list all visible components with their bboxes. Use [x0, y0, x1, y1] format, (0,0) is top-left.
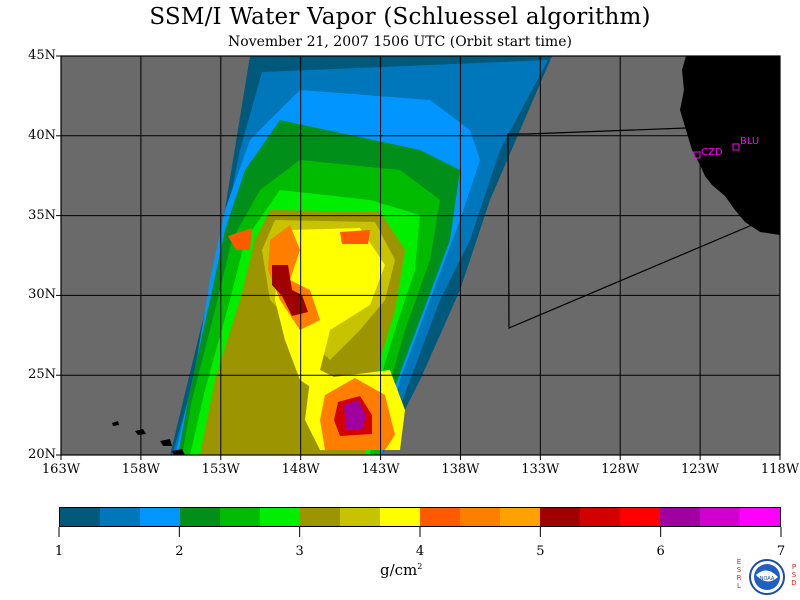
colorbar-cell	[580, 508, 620, 526]
swath-band-orange-tip2	[340, 230, 370, 244]
longitude-label: 153W	[201, 462, 240, 477]
colorbar-tick-label: 3	[295, 544, 304, 559]
units-exponent: 2	[417, 562, 423, 571]
hawaii-island-3	[160, 439, 172, 446]
swath-group	[170, 56, 552, 455]
latitude-label: 40N	[28, 127, 56, 143]
colorbar-cell	[500, 508, 540, 526]
region-outline	[507, 127, 753, 329]
colorbar-cell	[420, 508, 460, 526]
colorbar-tick-label: 1	[54, 544, 64, 559]
swath-band-magenta	[344, 400, 366, 430]
hawaii-island-1	[112, 421, 119, 426]
station-label-blu: BLU	[740, 136, 760, 147]
longitude-label: 163W	[41, 462, 81, 477]
colorbar-tick-label: 2	[175, 544, 184, 559]
hawaii-island-4	[172, 449, 185, 455]
station-label-czd: CZD	[701, 147, 723, 158]
noaa-logo-text: NOAA	[760, 576, 775, 582]
longitude-label: 158W	[121, 462, 160, 477]
colorbar-tick-label: 6	[656, 544, 665, 559]
longitude-label: 143W	[361, 462, 400, 477]
colorbar-cell	[380, 508, 420, 526]
swath-band-orange-tip	[228, 228, 252, 250]
colorbar-cell	[660, 508, 700, 526]
colorbar-cell	[460, 508, 500, 526]
colorbar-cell	[60, 508, 100, 526]
colorbar-cell	[700, 508, 740, 526]
colorbar-cell	[340, 508, 380, 526]
longitude-label: 123W	[681, 462, 720, 477]
swath-band-yellow	[275, 228, 385, 400]
axis-ticks	[56, 55, 781, 460]
colorbar-cell	[180, 508, 220, 526]
colorbar-ticks	[58, 527, 782, 537]
station-marker-czd	[693, 151, 701, 159]
west-coast-landmass	[680, 56, 780, 235]
colorbar-cell	[260, 508, 300, 526]
longitude-label: 133W	[521, 462, 560, 477]
latitude-label: 35N	[28, 207, 56, 223]
longitude-label: 118W	[760, 462, 800, 477]
station-marker-blu	[732, 143, 740, 151]
swath-band-red-north	[272, 265, 308, 316]
colorbar-tick-label: 7	[776, 544, 786, 559]
longitude-label: 138W	[441, 462, 480, 477]
noaa-logo-bird	[756, 570, 778, 582]
noaa-logo: NOAA	[749, 559, 785, 595]
longitude-label: 128W	[601, 462, 640, 477]
chart-title: SSM/I Water Vapor (Schluessel algorithm)	[149, 4, 651, 30]
colorbar-cell	[740, 508, 780, 526]
chart-subtitle: November 21, 2007 1506 UTC (Orbit start …	[228, 34, 572, 50]
map-grid	[61, 56, 780, 455]
map-border	[60, 55, 781, 456]
colorbar-units: g/cm2	[380, 561, 422, 579]
colorbar-cell	[140, 508, 180, 526]
colorbar	[59, 507, 781, 527]
latitude-label: 30N	[28, 287, 56, 303]
colorbar-cell	[300, 508, 340, 526]
colorbar-cell	[220, 508, 260, 526]
latitude-label: 45N	[28, 48, 56, 63]
colorbar-tick-label: 4	[415, 544, 425, 559]
colorbar-cell	[540, 508, 580, 526]
latitude-label: 25N	[28, 367, 56, 383]
colorbar-tick-label: 5	[536, 544, 545, 559]
colorbar-cell	[620, 508, 660, 526]
longitude-label: 148W	[281, 462, 320, 477]
latitude-label: 20N	[28, 447, 56, 462]
colorbar-cell	[100, 508, 140, 526]
swath-band-orange-ring-north	[268, 225, 320, 330]
units-base: g/cm	[380, 561, 418, 579]
